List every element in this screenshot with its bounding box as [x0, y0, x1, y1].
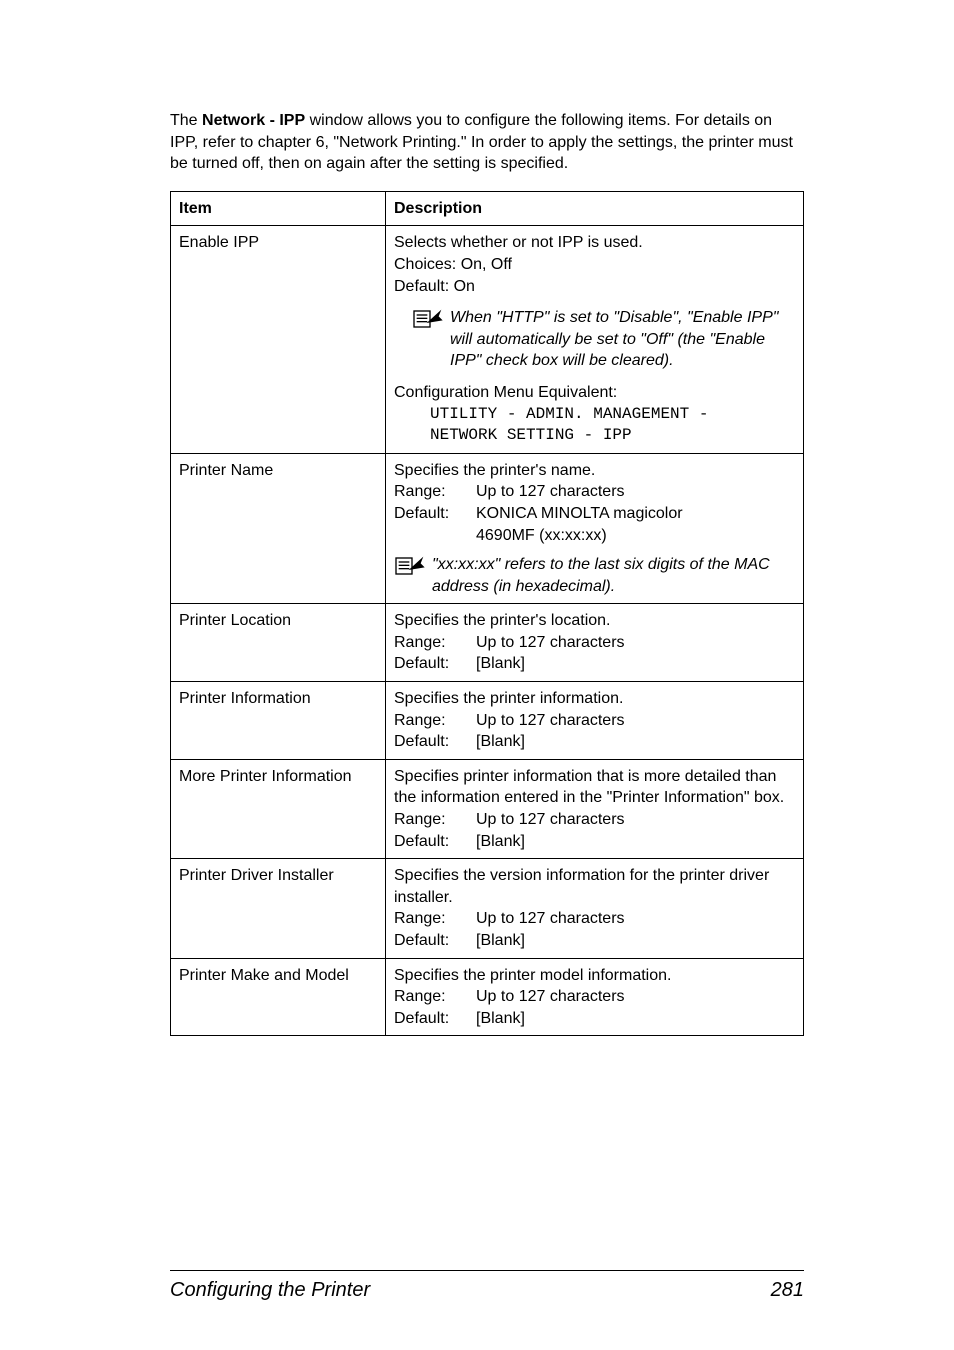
- kv-value: [Blank]: [476, 1008, 795, 1030]
- kv-value: Up to 127 characters: [476, 481, 795, 503]
- table-row: Printer Name Specifies the printer's nam…: [171, 453, 804, 604]
- kv-value: [Blank]: [476, 653, 795, 675]
- footer-title: Configuring the Printer: [170, 1279, 370, 1302]
- note-block: When "HTTP" is set to "Disable", "Enable…: [394, 307, 795, 372]
- table-row: Enable IPP Selects whether or not IPP is…: [171, 226, 804, 453]
- kv-row: Default: [Blank]: [394, 930, 795, 952]
- note-block: "xx:xx:xx" refers to the last six digits…: [394, 554, 795, 597]
- desc-line: Configuration Menu Equivalent:: [394, 382, 795, 404]
- kv-row: Default: KONICA MINOLTA magicolor 4690MF…: [394, 503, 795, 546]
- cell-item: Printer Name: [171, 453, 386, 604]
- cell-item: Printer Location: [171, 604, 386, 682]
- table-row: More Printer Information Specifies print…: [171, 759, 804, 858]
- cell-desc: Specifies printer information that is mo…: [386, 759, 804, 858]
- kv-label: Default:: [394, 831, 476, 853]
- page: The Network - IPP window allows you to c…: [0, 0, 954, 1350]
- cell-item: Printer Make and Model: [171, 958, 386, 1036]
- cell-item: Printer Driver Installer: [171, 859, 386, 958]
- kv-label: Default:: [394, 503, 476, 546]
- table-row: Printer Location Specifies the printer's…: [171, 604, 804, 682]
- desc-line: Specifies the printer information.: [394, 688, 795, 710]
- kv-row: Range: Up to 127 characters: [394, 710, 795, 732]
- cell-item: Enable IPP: [171, 226, 386, 453]
- desc-line: Choices: On, Off: [394, 254, 795, 276]
- kv-label: Range:: [394, 632, 476, 654]
- kv-label: Range:: [394, 481, 476, 503]
- kv-value: Up to 127 characters: [476, 710, 795, 732]
- cell-desc: Selects whether or not IPP is used. Choi…: [386, 226, 804, 453]
- desc-line: Specifies printer information that is mo…: [394, 766, 795, 809]
- kv-row: Default: [Blank]: [394, 731, 795, 753]
- kv-value-line: KONICA MINOLTA magicolor: [476, 503, 795, 525]
- kv-label: Default:: [394, 930, 476, 952]
- spec-table: Item Description Enable IPP Selects whet…: [170, 191, 804, 1037]
- cell-desc: Specifies the printer model information.…: [386, 958, 804, 1036]
- mono-block: UTILITY - ADMIN. MANAGEMENT - NETWORK SE…: [394, 404, 795, 447]
- cell-item: Printer Information: [171, 682, 386, 760]
- desc-line: Specifies the version information for th…: [394, 865, 795, 908]
- kv-value: Up to 127 characters: [476, 632, 795, 654]
- note-text: When "HTTP" is set to "Disable", "Enable…: [450, 307, 795, 372]
- intro-paragraph: The Network - IPP window allows you to c…: [170, 110, 804, 175]
- footer-page-number: 281: [771, 1279, 804, 1302]
- kv-label: Range:: [394, 908, 476, 930]
- desc-line: Specifies the printer's name.: [394, 460, 795, 482]
- note-text: "xx:xx:xx" refers to the last six digits…: [432, 554, 795, 597]
- kv-value: [Blank]: [476, 831, 795, 853]
- kv-row: Default: [Blank]: [394, 1008, 795, 1030]
- kv-row: Range: Up to 127 characters: [394, 481, 795, 503]
- kv-value: [Blank]: [476, 930, 795, 952]
- kv-value: Up to 127 characters: [476, 809, 795, 831]
- kv-label: Range:: [394, 809, 476, 831]
- table-row: Printer Driver Installer Specifies the v…: [171, 859, 804, 958]
- kv-row: Default: [Blank]: [394, 831, 795, 853]
- kv-value: Up to 127 characters: [476, 908, 795, 930]
- note-icon: [394, 555, 426, 577]
- cell-desc: Specifies the printer's location. Range:…: [386, 604, 804, 682]
- cell-desc: Specifies the printer's name. Range: Up …: [386, 453, 804, 604]
- table-row: Printer Information Specifies the printe…: [171, 682, 804, 760]
- kv-label: Default:: [394, 1008, 476, 1030]
- kv-label: Range:: [394, 986, 476, 1008]
- cell-item: More Printer Information: [171, 759, 386, 858]
- cell-desc: Specifies the version information for th…: [386, 859, 804, 958]
- kv-row: Range: Up to 127 characters: [394, 986, 795, 1008]
- kv-label: Default:: [394, 731, 476, 753]
- header-desc: Description: [386, 191, 804, 226]
- desc-line: Specifies the printer model information.: [394, 965, 795, 987]
- kv-row: Default: [Blank]: [394, 653, 795, 675]
- table-header-row: Item Description: [171, 191, 804, 226]
- desc-line: Selects whether or not IPP is used.: [394, 232, 795, 254]
- kv-value: [Blank]: [476, 731, 795, 753]
- kv-value: KONICA MINOLTA magicolor 4690MF (xx:xx:x…: [476, 503, 795, 546]
- cell-desc: Specifies the printer information. Range…: [386, 682, 804, 760]
- kv-value: Up to 127 characters: [476, 986, 795, 1008]
- kv-row: Range: Up to 127 characters: [394, 632, 795, 654]
- kv-label: Range:: [394, 710, 476, 732]
- kv-row: Range: Up to 127 characters: [394, 809, 795, 831]
- desc-line: Specifies the printer's location.: [394, 610, 795, 632]
- kv-value-line: 4690MF (xx:xx:xx): [476, 525, 795, 547]
- table-row: Printer Make and Model Specifies the pri…: [171, 958, 804, 1036]
- note-icon: [412, 308, 444, 330]
- kv-label: Default:: [394, 653, 476, 675]
- kv-row: Range: Up to 127 characters: [394, 908, 795, 930]
- desc-line: Default: On: [394, 276, 795, 298]
- footer: Configuring the Printer 281: [170, 1270, 804, 1302]
- header-item: Item: [171, 191, 386, 226]
